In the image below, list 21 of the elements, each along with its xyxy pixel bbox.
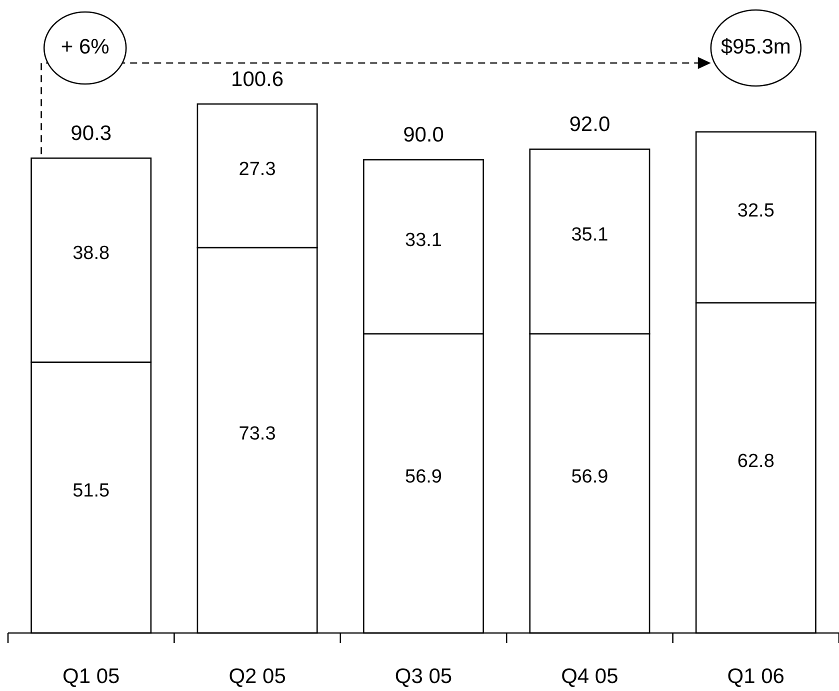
x-tick-label: Q3 05 [394,665,452,688]
total-label: 92.0 [569,113,610,136]
data-label: 56.9 [571,466,608,488]
data-label: 62.8 [737,450,774,472]
data-label: 35.1 [571,224,608,246]
data-label: 51.5 [72,480,110,502]
x-tick-label: Q1 05 [62,665,120,688]
text: + 6% [60,36,110,59]
data-label: 73.3 [238,423,276,444]
total-label: 90.3 [70,122,112,146]
x-tick-label: Q2 05 [228,665,286,688]
data-label: 56.9 [405,466,442,488]
x-tick-label: Q4 05 [561,665,618,688]
data-label: 33.1 [405,230,442,251]
data-label: 32.5 [737,200,774,222]
x-tick-label: Q1 06 [727,665,785,688]
total-label: 90.0 [403,124,444,147]
text: $95.3m [720,36,791,59]
data-label: 27.3 [238,158,276,180]
data-label: 38.8 [72,243,110,264]
total-label: 100.6 [231,68,284,91]
